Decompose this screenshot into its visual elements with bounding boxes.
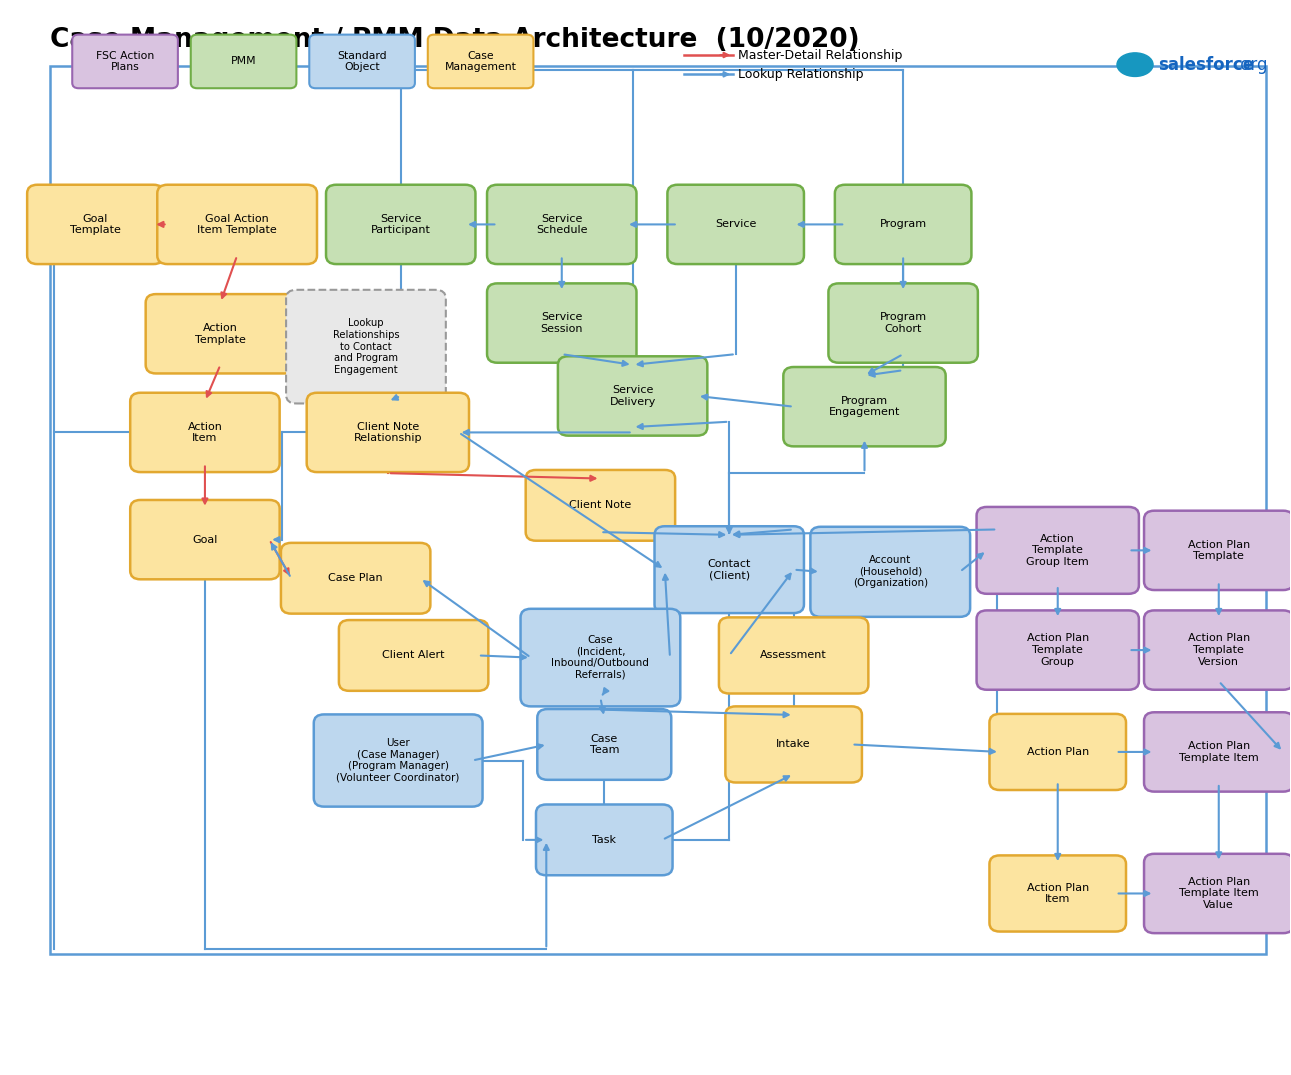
FancyBboxPatch shape	[976, 611, 1139, 690]
Text: Action Plan
Item: Action Plan Item	[1026, 883, 1088, 904]
FancyBboxPatch shape	[287, 290, 445, 403]
Text: Action Plan
Template: Action Plan Template	[1188, 540, 1250, 561]
Text: Action Plan
Template Item
Value: Action Plan Template Item Value	[1179, 877, 1259, 911]
FancyBboxPatch shape	[537, 710, 671, 779]
Text: .org: .org	[1235, 56, 1268, 74]
Text: FSC Action
Plans: FSC Action Plans	[96, 51, 154, 72]
Text: Lookup Relationship: Lookup Relationship	[738, 68, 864, 81]
Text: Client Alert: Client Alert	[382, 650, 445, 660]
FancyBboxPatch shape	[1144, 611, 1291, 690]
FancyBboxPatch shape	[989, 856, 1126, 932]
Text: Assessment: Assessment	[760, 650, 828, 660]
Text: PMM: PMM	[231, 56, 257, 67]
FancyBboxPatch shape	[310, 34, 414, 88]
Text: Action
Item: Action Item	[187, 421, 222, 443]
Text: Case
(Incident,
Inbound/Outbound
Referrals): Case (Incident, Inbound/Outbound Referra…	[551, 635, 649, 680]
FancyBboxPatch shape	[146, 295, 296, 373]
Text: Client Note
Relationship: Client Note Relationship	[354, 421, 422, 443]
Text: Service
Participant: Service Participant	[371, 214, 431, 235]
Text: Case
Team: Case Team	[590, 733, 618, 756]
Bar	[50, 66, 1266, 954]
Text: Action Plan
Template
Group: Action Plan Template Group	[1026, 633, 1088, 666]
FancyBboxPatch shape	[487, 284, 636, 362]
Ellipse shape	[1117, 53, 1153, 76]
Text: Case Plan: Case Plan	[328, 573, 383, 584]
Text: Lookup
Relationships
to Contact
and Program
Engagement: Lookup Relationships to Contact and Prog…	[333, 318, 399, 375]
FancyBboxPatch shape	[314, 715, 483, 806]
Text: Client Note: Client Note	[569, 500, 631, 511]
FancyBboxPatch shape	[130, 392, 280, 472]
Text: Program
Cohort: Program Cohort	[879, 312, 927, 334]
Text: Service: Service	[715, 219, 757, 229]
FancyBboxPatch shape	[520, 608, 680, 706]
Text: salesforce: salesforce	[1158, 56, 1255, 74]
Text: Service
Schedule: Service Schedule	[536, 214, 587, 235]
Text: Account
(Household)
(Organization): Account (Household) (Organization)	[852, 555, 928, 588]
Text: Case
Management: Case Management	[444, 51, 516, 72]
Text: Action Plan
Template
Version: Action Plan Template Version	[1188, 633, 1250, 666]
FancyBboxPatch shape	[784, 367, 945, 446]
Text: Task: Task	[593, 835, 616, 845]
Text: Case Management / PMM Data Architecture  (10/2020): Case Management / PMM Data Architecture …	[50, 27, 860, 53]
FancyBboxPatch shape	[281, 543, 430, 614]
FancyBboxPatch shape	[307, 392, 469, 472]
FancyBboxPatch shape	[427, 34, 533, 88]
FancyBboxPatch shape	[27, 185, 164, 264]
FancyBboxPatch shape	[536, 804, 673, 875]
Text: Action
Template
Group Item: Action Template Group Item	[1026, 534, 1090, 567]
FancyBboxPatch shape	[1144, 511, 1291, 590]
Text: Service
Delivery: Service Delivery	[609, 385, 656, 406]
FancyBboxPatch shape	[487, 185, 636, 264]
Text: Action
Template: Action Template	[195, 322, 245, 345]
FancyBboxPatch shape	[989, 714, 1126, 790]
Text: Service
Session: Service Session	[541, 312, 584, 334]
FancyBboxPatch shape	[158, 185, 318, 264]
Text: User
(Case Manager)
(Program Manager)
(Volunteer Coordinator): User (Case Manager) (Program Manager) (V…	[337, 739, 460, 783]
Text: Goal Action
Item Template: Goal Action Item Template	[198, 214, 278, 235]
FancyBboxPatch shape	[1144, 713, 1291, 791]
Text: Action Plan: Action Plan	[1026, 747, 1088, 757]
Text: Action Plan
Template Item: Action Plan Template Item	[1179, 741, 1259, 763]
FancyBboxPatch shape	[835, 185, 971, 264]
FancyBboxPatch shape	[655, 527, 804, 613]
Text: Goal
Template: Goal Template	[70, 214, 121, 235]
FancyBboxPatch shape	[191, 34, 297, 88]
FancyBboxPatch shape	[667, 185, 804, 264]
Text: Intake: Intake	[776, 740, 811, 749]
FancyBboxPatch shape	[72, 34, 178, 88]
FancyBboxPatch shape	[976, 507, 1139, 593]
FancyBboxPatch shape	[130, 500, 280, 579]
FancyBboxPatch shape	[558, 356, 707, 435]
FancyBboxPatch shape	[719, 617, 869, 693]
FancyBboxPatch shape	[525, 470, 675, 541]
FancyBboxPatch shape	[811, 527, 970, 617]
FancyBboxPatch shape	[1144, 854, 1291, 933]
Text: Master-Detail Relationship: Master-Detail Relationship	[738, 48, 902, 61]
FancyBboxPatch shape	[829, 284, 977, 362]
FancyBboxPatch shape	[327, 185, 475, 264]
Text: Goal: Goal	[192, 534, 218, 545]
Text: Contact
(Client): Contact (Client)	[707, 559, 751, 580]
Text: Program: Program	[879, 219, 927, 229]
Text: Standard
Object: Standard Object	[337, 51, 387, 72]
FancyBboxPatch shape	[340, 620, 488, 691]
FancyBboxPatch shape	[726, 706, 862, 783]
Text: Program
Engagement: Program Engagement	[829, 396, 900, 417]
